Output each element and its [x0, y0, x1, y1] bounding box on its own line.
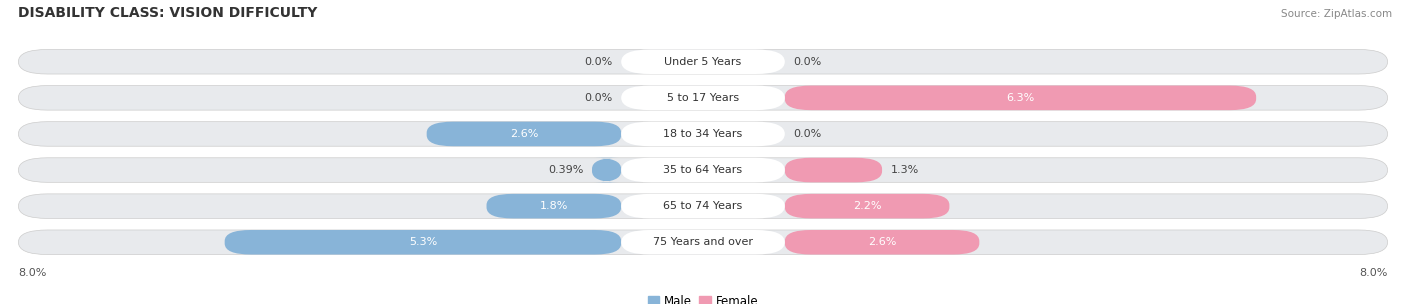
FancyBboxPatch shape: [18, 122, 1388, 146]
FancyBboxPatch shape: [621, 158, 785, 182]
FancyBboxPatch shape: [621, 194, 785, 218]
Text: 0.0%: 0.0%: [585, 57, 613, 67]
FancyBboxPatch shape: [785, 158, 882, 182]
Text: 18 to 34 Years: 18 to 34 Years: [664, 129, 742, 139]
Text: DISABILITY CLASS: VISION DIFFICULTY: DISABILITY CLASS: VISION DIFFICULTY: [18, 6, 318, 20]
Text: 0.0%: 0.0%: [793, 129, 821, 139]
FancyBboxPatch shape: [486, 194, 621, 218]
FancyBboxPatch shape: [785, 230, 980, 254]
FancyBboxPatch shape: [621, 122, 785, 146]
FancyBboxPatch shape: [18, 158, 1388, 182]
Text: 75 Years and over: 75 Years and over: [652, 237, 754, 247]
Text: 8.0%: 8.0%: [1360, 268, 1388, 278]
FancyBboxPatch shape: [18, 50, 1388, 74]
Text: 35 to 64 Years: 35 to 64 Years: [664, 165, 742, 175]
FancyBboxPatch shape: [225, 230, 621, 254]
FancyBboxPatch shape: [621, 230, 785, 254]
Text: 0.0%: 0.0%: [793, 57, 821, 67]
Text: 65 to 74 Years: 65 to 74 Years: [664, 201, 742, 211]
Text: 2.2%: 2.2%: [853, 201, 882, 211]
Text: 5 to 17 Years: 5 to 17 Years: [666, 93, 740, 103]
FancyBboxPatch shape: [18, 230, 1388, 254]
Legend: Male, Female: Male, Female: [643, 290, 763, 304]
Text: 0.39%: 0.39%: [548, 165, 583, 175]
FancyBboxPatch shape: [621, 86, 785, 110]
Text: 2.6%: 2.6%: [868, 237, 896, 247]
Text: 1.8%: 1.8%: [540, 201, 568, 211]
Text: 6.3%: 6.3%: [1007, 93, 1035, 103]
Text: 0.0%: 0.0%: [585, 93, 613, 103]
FancyBboxPatch shape: [592, 158, 621, 182]
FancyBboxPatch shape: [18, 86, 1388, 110]
Text: 1.3%: 1.3%: [890, 165, 920, 175]
Text: 2.6%: 2.6%: [510, 129, 538, 139]
FancyBboxPatch shape: [426, 122, 621, 146]
FancyBboxPatch shape: [785, 194, 949, 218]
Text: Source: ZipAtlas.com: Source: ZipAtlas.com: [1281, 9, 1392, 19]
FancyBboxPatch shape: [785, 86, 1256, 110]
FancyBboxPatch shape: [18, 194, 1388, 218]
Text: Under 5 Years: Under 5 Years: [665, 57, 741, 67]
Text: 5.3%: 5.3%: [409, 237, 437, 247]
Text: 8.0%: 8.0%: [18, 268, 46, 278]
FancyBboxPatch shape: [621, 50, 785, 74]
